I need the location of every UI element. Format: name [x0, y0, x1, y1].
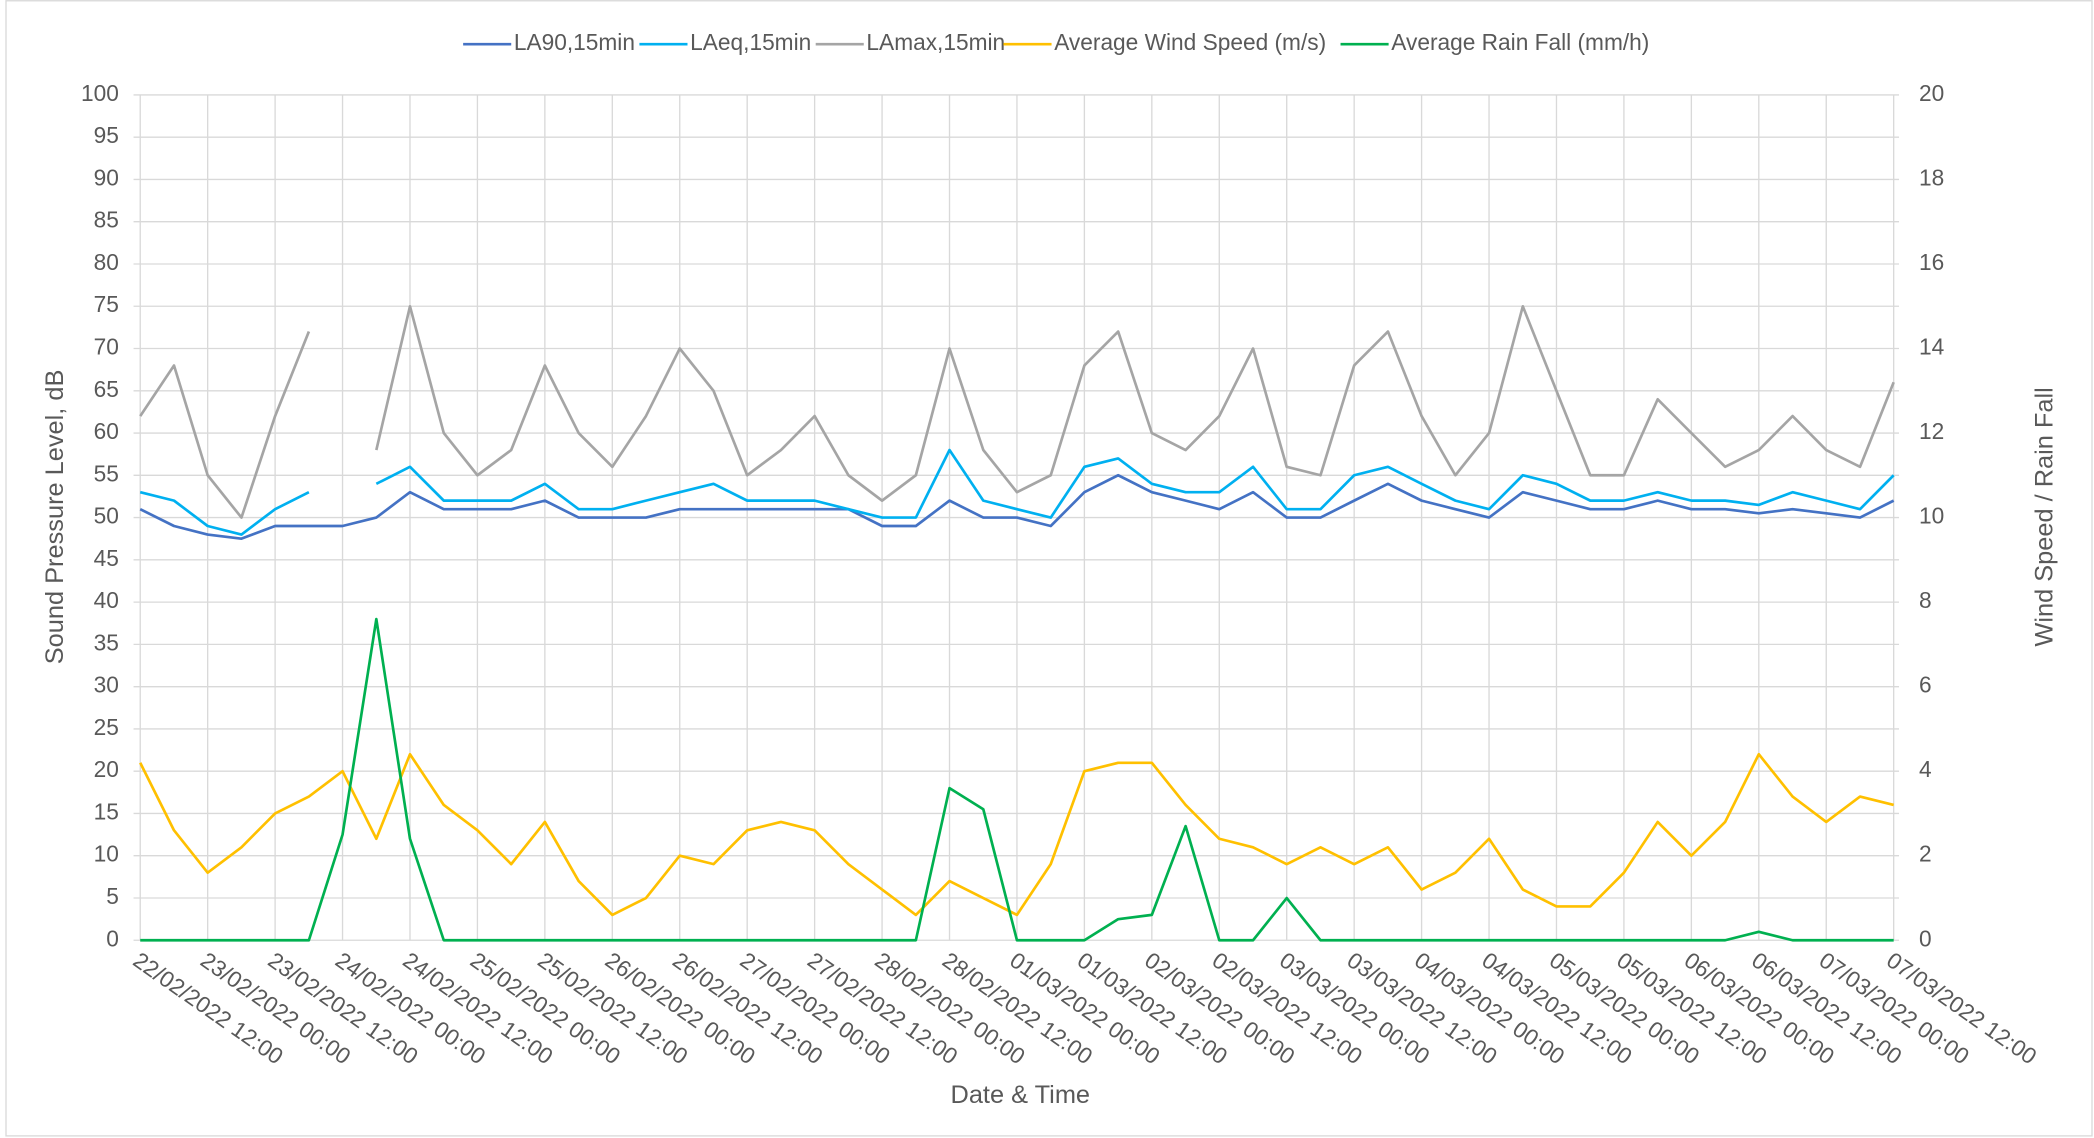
legend-label: LAmax,15min	[866, 29, 1005, 55]
y-tick-label: 60	[94, 418, 119, 444]
chart-border	[5, 0, 2093, 1137]
y2-tick-label: 8	[1919, 587, 1932, 613]
y2-tick-label: 10	[1919, 503, 1944, 529]
y-tick-label: 30	[94, 672, 119, 698]
y-tick-label: 35	[94, 629, 119, 655]
legend-label: LAeq,15min	[690, 29, 811, 55]
y2-tick-label: 4	[1919, 756, 1932, 782]
y-tick-label: 25	[94, 714, 119, 740]
y-tick-label: 20	[94, 756, 119, 782]
y-tick-label: 10	[94, 841, 119, 867]
series-line	[139, 752, 1895, 917]
legend-label: Average Wind Speed (m/s)	[1054, 29, 1326, 55]
y2-axis-title: Wind Speed / Rain Fall	[2031, 387, 2059, 646]
y-tick-label: 85	[94, 207, 119, 233]
y-axis-title: Sound Pressure Level, dB	[41, 370, 69, 665]
y2-tick-label: 14	[1919, 334, 1944, 360]
legend: LA90,15min LAeq,15min LAmax,15min Average W…	[463, 29, 1649, 55]
x-axis-title: Date & Time	[951, 1081, 1091, 1109]
y2-tick-label: 18	[1919, 164, 1944, 190]
y-tick-label: 5	[106, 883, 119, 909]
y-tick-label: 15	[94, 798, 119, 824]
series-line	[139, 304, 1895, 519]
legend-label: Average Rain Fall (mm/h)	[1391, 29, 1649, 55]
y-tick-label: 75	[94, 291, 119, 317]
series-line	[140, 617, 1894, 942]
y-tick-label: 90	[94, 164, 119, 190]
y2-tick-label: 2	[1919, 841, 1932, 867]
y-tick-label: 65	[94, 376, 119, 402]
y-tick-label: 70	[94, 334, 119, 360]
y2-tick-label: 6	[1919, 672, 1932, 698]
y-tick-label: 80	[94, 249, 119, 275]
y-tick-label: 95	[94, 122, 119, 148]
y2-tick-label: 16	[1919, 249, 1944, 275]
series-line	[139, 448, 1895, 536]
y-tick-label: 100	[81, 80, 119, 106]
y-tick-label: 0	[106, 925, 119, 951]
legend-label: LA90,15min	[514, 29, 635, 55]
y2-tick-label: 12	[1919, 418, 1944, 444]
y-tick-label: 50	[94, 503, 119, 529]
series-line	[139, 473, 1895, 541]
y-tick-label: 40	[94, 587, 119, 613]
y2-tick-label: 20	[1919, 80, 1944, 106]
y2-tick-label: 0	[1919, 925, 1932, 951]
y-tick-label: 55	[94, 460, 119, 486]
y-tick-label: 45	[94, 545, 119, 571]
